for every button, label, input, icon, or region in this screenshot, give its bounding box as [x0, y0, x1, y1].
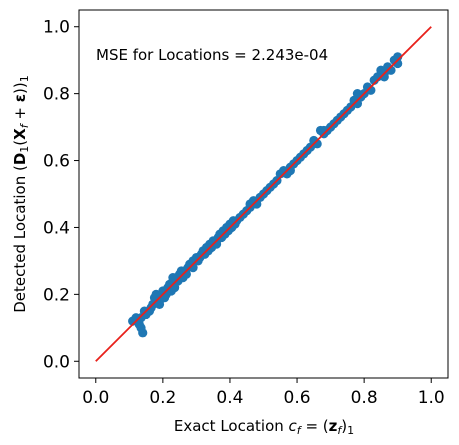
x-tick-label: 0.6 — [284, 388, 311, 408]
reference-line-y-equals-x — [95, 26, 432, 362]
x-tick-label: 0.4 — [216, 388, 243, 408]
y-tick-label: 0.6 — [43, 152, 70, 172]
x-tick-label: 0.0 — [82, 388, 109, 408]
y-tick-label: 0.8 — [43, 85, 70, 105]
data-point — [136, 323, 146, 333]
y-tick-label: 0.2 — [43, 285, 70, 305]
x-axis: 0.0 0.2 0.4 0.6 0.8 1.0 — [82, 378, 445, 408]
y-tick-label: 0.4 — [43, 218, 70, 238]
data-point — [168, 273, 178, 283]
y-tick-label: 1.0 — [43, 18, 70, 38]
x-tick-label: 0.8 — [351, 388, 378, 408]
data-points — [128, 52, 403, 338]
plot-frame — [78, 9, 449, 379]
x-tick-label: 0.2 — [149, 388, 176, 408]
mse-annotation: MSE for Locations = 2.243e-04 — [96, 46, 328, 64]
x-axis-label: Exact Location cf = (zf)1 — [174, 417, 354, 437]
y-axis-label: Detected Location (D1(Xf + ε))1 — [11, 75, 31, 313]
y-axis: 0.0 0.2 0.4 0.6 0.8 1.0 — [43, 18, 79, 372]
y-tick-label: 0.0 — [43, 352, 70, 372]
x-tick-label: 1.0 — [418, 388, 445, 408]
